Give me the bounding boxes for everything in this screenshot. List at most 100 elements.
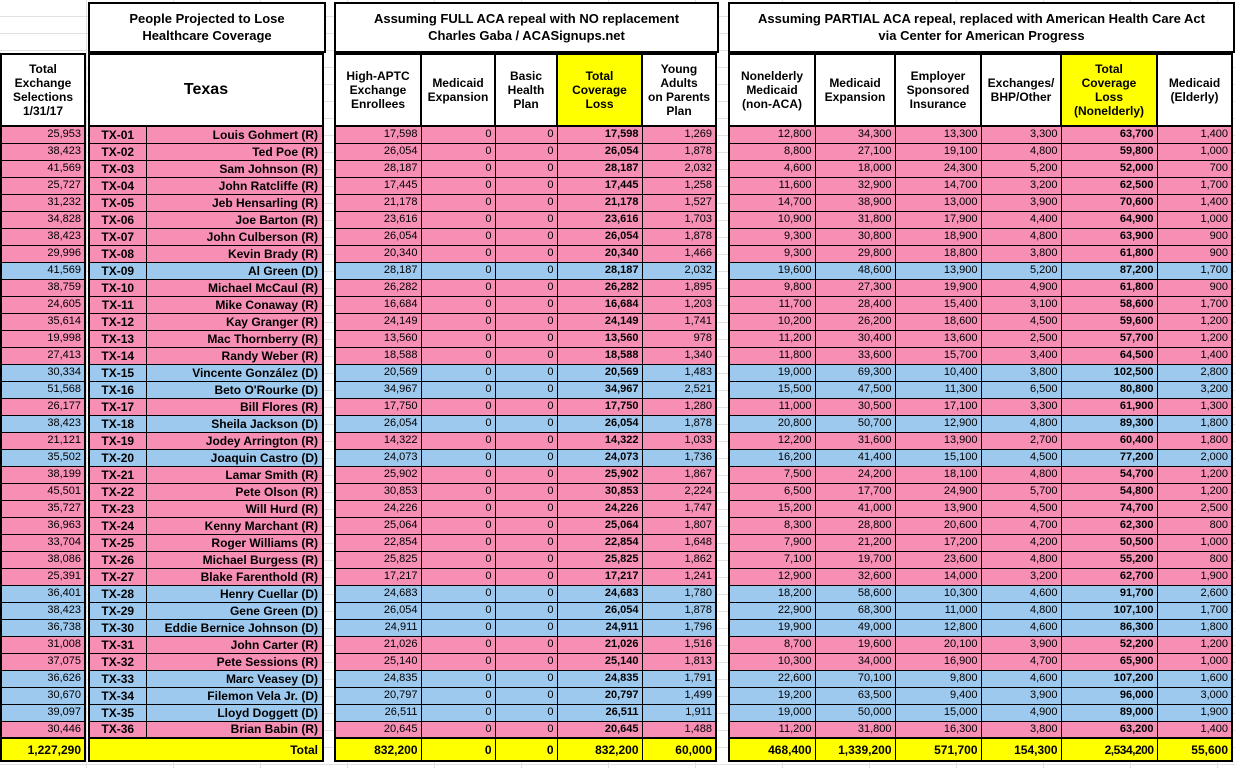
cell-exchanges-bhp[interactable]: 4,500 <box>980 499 1062 518</box>
cell-total-coverage-loss[interactable]: 13,560 <box>556 329 643 348</box>
cell-exchange-selections[interactable]: 51,568 <box>0 380 86 399</box>
cell-exchange-selections[interactable]: 25,953 <box>0 125 86 144</box>
cell-district[interactable]: TX-35 <box>88 703 147 722</box>
column-header-total-coverage-loss[interactable]: Total Coverage Loss <box>556 53 643 127</box>
cell-medicaid-expansion-partial[interactable]: 41,000 <box>814 499 896 518</box>
cell-medicaid-expansion[interactable]: 0 <box>420 584 496 603</box>
cell-exchanges-bhp[interactable]: 5,200 <box>980 261 1062 280</box>
cell-total-coverage-loss[interactable]: 17,217 <box>556 567 643 586</box>
cell-total-coverage-loss[interactable]: 30,853 <box>556 482 643 501</box>
cell-employer-sponsored[interactable]: 9,800 <box>894 669 982 688</box>
cell-basic-health-plan[interactable]: 0 <box>494 448 558 467</box>
cell-representative[interactable]: Filemon Vela Jr. (D) <box>145 686 324 705</box>
cell-medicaid-expansion-partial[interactable]: 26,200 <box>814 312 896 331</box>
cell-exchange-selections[interactable]: 45,501 <box>0 482 86 501</box>
cell-high-aptc[interactable]: 28,187 <box>334 261 422 280</box>
cell-representative[interactable]: Pete Sessions (R) <box>145 652 324 671</box>
cell-nonelderly-medicaid[interactable]: 11,200 <box>728 720 816 739</box>
cell-medicaid-expansion-partial[interactable]: 18,000 <box>814 159 896 178</box>
cell-employer-sponsored[interactable]: 20,100 <box>894 635 982 654</box>
cell-representative[interactable]: John Culberson (R) <box>145 227 324 246</box>
cell-exchanges-bhp[interactable]: 6,500 <box>980 380 1062 399</box>
cell-district[interactable]: TX-04 <box>88 176 147 195</box>
cell-medicaid-expansion[interactable]: 0 <box>420 397 496 416</box>
cell-medicaid-expansion-partial[interactable]: 29,800 <box>814 244 896 263</box>
cell-district[interactable]: TX-03 <box>88 159 147 178</box>
cell-district[interactable]: TX-11 <box>88 295 147 314</box>
cell-total-coverage-loss[interactable]: 26,511 <box>556 703 643 722</box>
cell-representative[interactable]: Kevin Brady (R) <box>145 244 324 263</box>
cell-nonelderly-medicaid[interactable]: 9,300 <box>728 244 816 263</box>
cell-total-coverage-loss[interactable]: 34,967 <box>556 380 643 399</box>
cell-total-coverage-loss[interactable]: 20,569 <box>556 363 643 382</box>
cell-total-coverage-loss-nonelderly[interactable]: 89,000 <box>1060 703 1158 722</box>
cell-exchanges-bhp[interactable]: 3,400 <box>980 346 1062 365</box>
cell-young-adults[interactable]: 1,499 <box>641 686 717 705</box>
cell-medicaid-expansion[interactable]: 0 <box>420 567 496 586</box>
cell-representative[interactable]: Henry Cuellar (D) <box>145 584 324 603</box>
cell-medicaid-expansion[interactable]: 0 <box>420 703 496 722</box>
cell-high-aptc[interactable]: 34,967 <box>334 380 422 399</box>
column-header-exchanges-bhp[interactable]: Exchanges/ BHP/Other <box>980 53 1062 127</box>
cell-young-adults[interactable]: 1,867 <box>641 465 717 484</box>
cell-medicaid-expansion-partial[interactable]: 68,300 <box>814 601 896 620</box>
cell-young-adults[interactable]: 1,878 <box>641 227 717 246</box>
cell-exchange-selections[interactable]: 26,177 <box>0 397 86 416</box>
cell-employer-sponsored[interactable]: 17,100 <box>894 397 982 416</box>
cell-young-adults[interactable]: 1,488 <box>641 720 717 739</box>
cell-nonelderly-medicaid[interactable]: 12,200 <box>728 431 816 450</box>
cell-total-coverage-loss-nonelderly[interactable]: 61,800 <box>1060 244 1158 263</box>
cell-representative[interactable]: Jodey Arrington (R) <box>145 431 324 450</box>
cell-young-adults[interactable]: 1,862 <box>641 550 717 569</box>
cell-young-adults[interactable]: 1,033 <box>641 431 717 450</box>
column-header-basic-health-plan[interactable]: Basic Health Plan <box>494 53 558 127</box>
cell-young-adults[interactable]: 1,878 <box>641 601 717 620</box>
cell-young-adults[interactable]: 2,521 <box>641 380 717 399</box>
cell-employer-sponsored[interactable]: 24,900 <box>894 482 982 501</box>
cell-nonelderly-medicaid[interactable]: 14,700 <box>728 193 816 212</box>
cell-exchange-selections[interactable]: 31,008 <box>0 635 86 654</box>
cell-medicaid-elderly[interactable]: 1,000 <box>1156 533 1233 552</box>
cell-medicaid-expansion[interactable]: 0 <box>420 176 496 195</box>
cell-high-aptc[interactable]: 17,445 <box>334 176 422 195</box>
cell-total-coverage-loss[interactable]: 28,187 <box>556 159 643 178</box>
cell-medicaid-expansion[interactable]: 0 <box>420 669 496 688</box>
cell-exchange-selections[interactable]: 35,502 <box>0 448 86 467</box>
cell-exchange-selections[interactable]: 35,614 <box>0 312 86 331</box>
cell-exchanges-bhp[interactable]: 4,800 <box>980 465 1062 484</box>
cell-nonelderly-medicaid[interactable]: 8,300 <box>728 516 816 535</box>
cell-nonelderly-medicaid[interactable]: 9,800 <box>728 278 816 297</box>
cell-exchanges-bhp[interactable]: 3,800 <box>980 363 1062 382</box>
cell-district[interactable]: TX-30 <box>88 618 147 637</box>
cell-total-coverage-loss[interactable]: 18,588 <box>556 346 643 365</box>
cell-nonelderly-medicaid[interactable]: 12,800 <box>728 125 816 144</box>
cell-nonelderly-medicaid[interactable]: 10,200 <box>728 312 816 331</box>
cell-total-coverage-loss[interactable]: 23,616 <box>556 210 643 229</box>
total-exchanges-bhp[interactable]: 154,300 <box>980 737 1062 762</box>
cell-young-adults[interactable]: 1,796 <box>641 618 717 637</box>
cell-employer-sponsored[interactable]: 9,400 <box>894 686 982 705</box>
cell-medicaid-expansion-partial[interactable]: 31,800 <box>814 720 896 739</box>
cell-medicaid-elderly[interactable]: 2,000 <box>1156 448 1233 467</box>
cell-young-adults[interactable]: 1,340 <box>641 346 717 365</box>
cell-nonelderly-medicaid[interactable]: 19,900 <box>728 618 816 637</box>
cell-medicaid-expansion[interactable]: 0 <box>420 499 496 518</box>
cell-medicaid-expansion[interactable]: 0 <box>420 686 496 705</box>
cell-district[interactable]: TX-15 <box>88 363 147 382</box>
cell-high-aptc[interactable]: 17,598 <box>334 125 422 144</box>
cell-young-adults[interactable]: 1,895 <box>641 278 717 297</box>
cell-total-coverage-loss-nonelderly[interactable]: 63,900 <box>1060 227 1158 246</box>
cell-exchange-selections[interactable]: 38,423 <box>0 142 86 161</box>
cell-basic-health-plan[interactable]: 0 <box>494 703 558 722</box>
cell-representative[interactable]: Will Hurd (R) <box>145 499 324 518</box>
cell-medicaid-elderly[interactable]: 3,000 <box>1156 686 1233 705</box>
cell-medicaid-expansion[interactable]: 0 <box>420 363 496 382</box>
cell-employer-sponsored[interactable]: 13,900 <box>894 431 982 450</box>
cell-basic-health-plan[interactable]: 0 <box>494 261 558 280</box>
cell-total-coverage-loss-nonelderly[interactable]: 54,800 <box>1060 482 1158 501</box>
cell-young-adults[interactable]: 1,736 <box>641 448 717 467</box>
cell-nonelderly-medicaid[interactable]: 10,300 <box>728 652 816 671</box>
cell-medicaid-elderly[interactable]: 900 <box>1156 278 1233 297</box>
cell-representative[interactable]: John Ratcliffe (R) <box>145 176 324 195</box>
cell-employer-sponsored[interactable]: 19,100 <box>894 142 982 161</box>
